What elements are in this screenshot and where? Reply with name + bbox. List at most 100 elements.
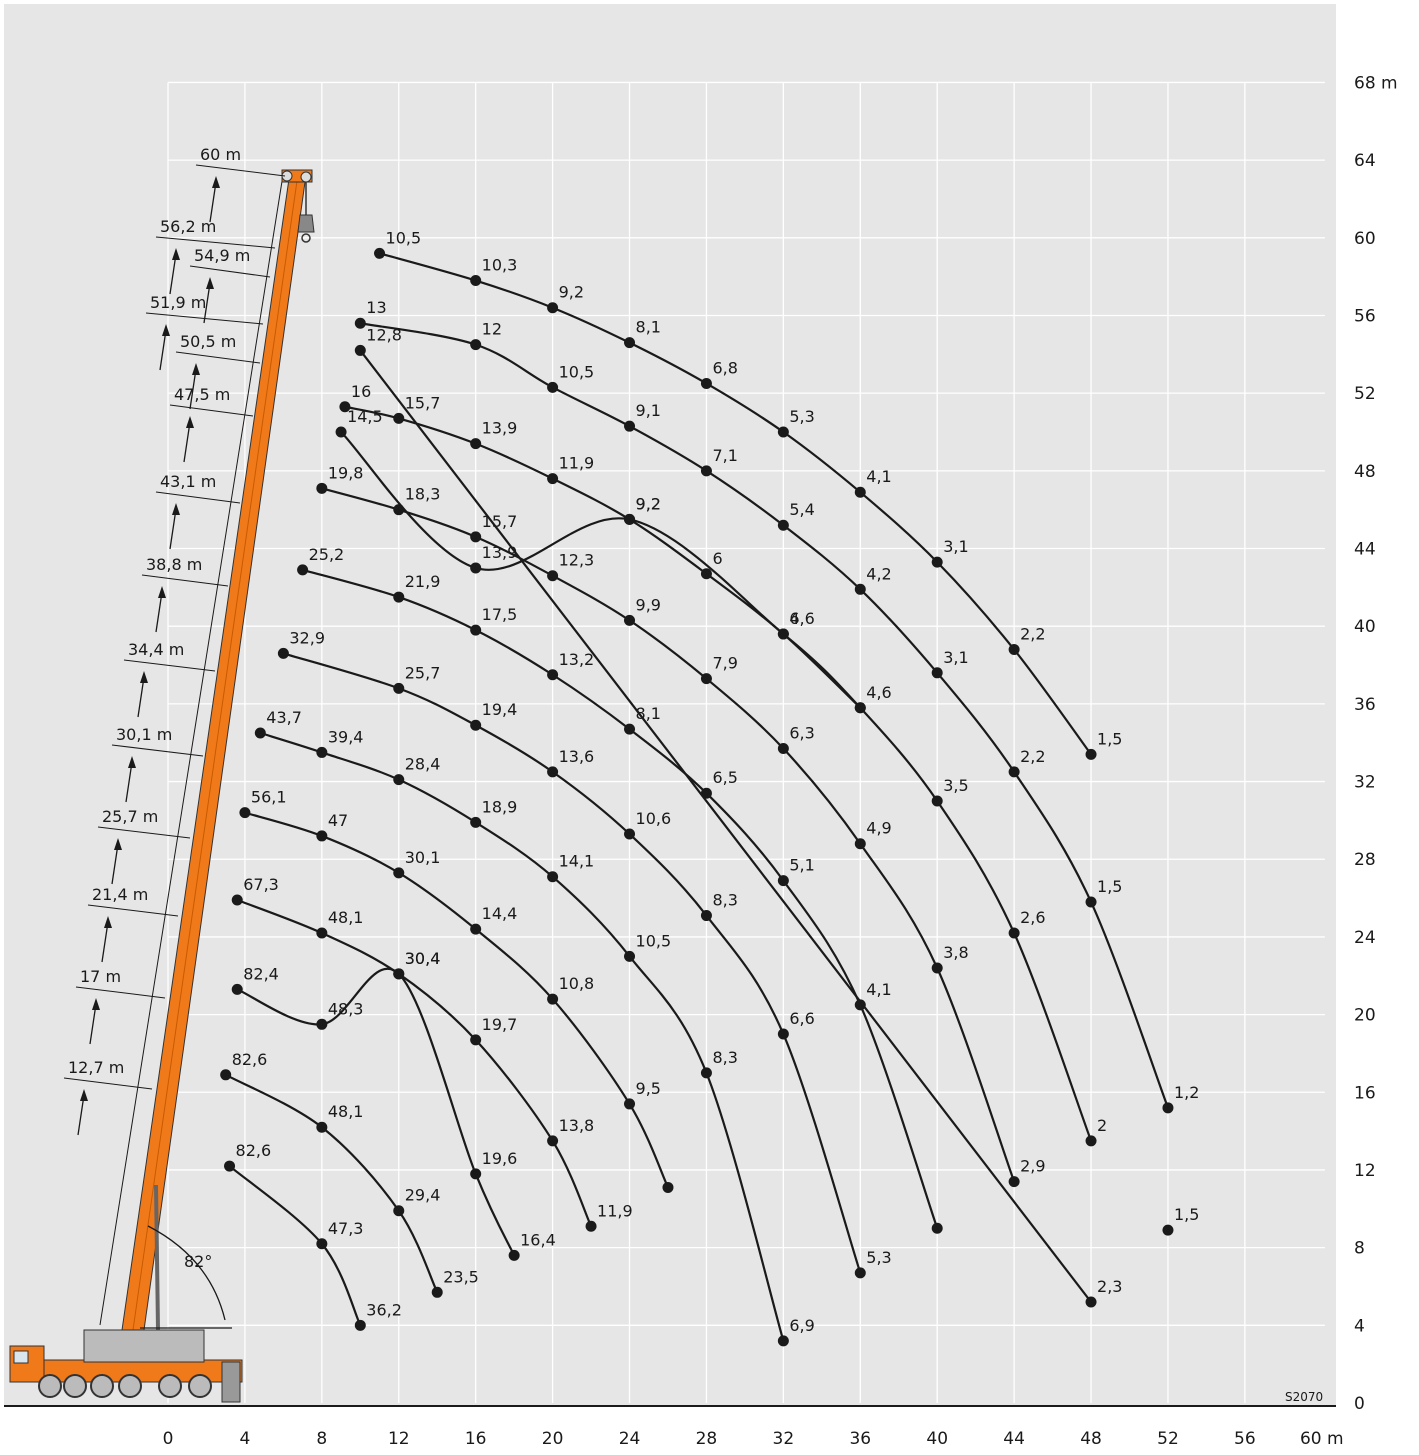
load-point	[854, 1267, 866, 1279]
load-value-label: 2,2	[1020, 747, 1045, 766]
load-value-label: 15,7	[482, 512, 518, 531]
load-value-label: 6,9	[789, 1316, 814, 1335]
load-value-label: 82,6	[232, 1050, 268, 1069]
y-tick-label: 8	[1354, 1239, 1365, 1259]
x-tick-label: 48	[1080, 1429, 1102, 1449]
boom-leader-line	[111, 744, 204, 757]
boom-leader-line	[155, 236, 276, 249]
arrow-head-icon	[80, 1089, 88, 1101]
load-point	[777, 875, 789, 887]
load-value-label: 11,9	[559, 454, 595, 473]
load-point	[1008, 927, 1020, 939]
load-point	[700, 568, 712, 580]
load-point	[470, 923, 482, 935]
boom-arrow-icon	[169, 253, 177, 295]
x-tick-label: 24	[619, 1429, 641, 1449]
load-point	[1162, 1102, 1174, 1114]
boom-length-label: 50,5 m	[180, 332, 236, 351]
boom-length-label: 17 m	[80, 967, 121, 986]
load-value-label: 13	[366, 298, 386, 317]
load-value-label: 9,2	[636, 494, 661, 513]
y-tick-label: 24	[1354, 928, 1376, 948]
load-value-label: 67,3	[243, 875, 279, 894]
load-point	[854, 702, 866, 714]
load-value-label: 12,8	[366, 325, 402, 344]
boom-leader-line	[97, 826, 191, 839]
load-point	[224, 1160, 236, 1172]
load-value-label: 10,5	[636, 931, 672, 950]
load-value-label: 14,4	[482, 904, 518, 923]
load-value-label: 3,1	[943, 648, 968, 667]
load-point	[231, 983, 243, 995]
boom-length-label: 56,2 m	[160, 217, 216, 236]
boom-length-label: 30,1 m	[116, 725, 172, 744]
load-point	[393, 968, 405, 980]
boom-arrow-icon	[155, 591, 163, 633]
load-value-label: 19,6	[482, 1149, 518, 1168]
load-point	[1162, 1224, 1174, 1236]
boom-leader-line	[175, 351, 261, 364]
x-tick-label: 16	[465, 1429, 487, 1449]
load-value-label: 82,4	[243, 964, 279, 983]
load-point	[662, 1181, 674, 1193]
load-value-label: 6	[712, 549, 722, 568]
y-tick-label: 16	[1354, 1083, 1376, 1103]
load-value-label: 10,5	[386, 228, 422, 247]
load-point	[470, 275, 482, 287]
load-value-label: 3,8	[943, 943, 968, 962]
boom-length-label: 43,1 m	[160, 472, 216, 491]
load-point	[547, 871, 559, 883]
boom-arrow-icon	[189, 368, 197, 410]
load-value-label: 3,1	[943, 537, 968, 556]
load-value-label: 11,9	[597, 1201, 633, 1220]
load-point	[854, 838, 866, 850]
boom-leader-line	[155, 491, 241, 504]
x-tick-label: 56	[1234, 1429, 1256, 1449]
crane-illustration	[9, 169, 315, 1403]
load-point	[931, 962, 943, 974]
load-point	[547, 381, 559, 393]
load-point	[931, 556, 943, 568]
load-point	[1008, 644, 1020, 656]
boom-arrow-icon	[89, 1003, 97, 1045]
load-point	[854, 583, 866, 595]
load-value-label: 17,5	[482, 605, 518, 624]
load-value-label: 1,2	[1174, 1083, 1199, 1102]
load-value-label: 47,3	[328, 1219, 364, 1238]
boom-arrow-icon	[125, 761, 133, 803]
load-value-label: 4,6	[866, 683, 891, 702]
load-point	[470, 719, 482, 731]
load-point	[339, 401, 351, 413]
load-point	[470, 531, 482, 543]
boom-arrow-icon	[169, 508, 177, 550]
load-point	[239, 807, 251, 819]
load-value-label: 48,1	[328, 908, 364, 927]
load-value-label: 12	[482, 320, 502, 339]
load-value-label: 82,6	[236, 1141, 272, 1160]
boom-arrow-icon	[137, 676, 145, 718]
load-point	[354, 1319, 366, 1331]
load-point	[547, 473, 559, 485]
load-point	[777, 1028, 789, 1040]
load-point	[624, 513, 636, 525]
load-value-label: 1,5	[1097, 729, 1122, 748]
x-tick-label: 60 m	[1300, 1429, 1344, 1449]
boom-length-label: 12,7 m	[68, 1058, 124, 1077]
load-value-label: 9,5	[636, 1079, 661, 1098]
boom-leader-line	[87, 904, 179, 917]
load-point	[931, 1222, 943, 1234]
load-curve-line	[283, 652, 862, 1274]
load-value-label: 6,5	[712, 768, 737, 787]
load-point	[316, 1238, 328, 1250]
load-point	[700, 1067, 712, 1079]
x-tick-label: 4	[240, 1429, 251, 1449]
x-tick-label: 40	[926, 1429, 948, 1449]
load-value-label: 9,2	[559, 283, 584, 302]
boom-length-label: 54,9 m	[194, 246, 250, 265]
load-value-label: 4,1	[866, 980, 891, 999]
boom-length-label: 60 m	[200, 145, 241, 164]
load-value-label: 19,4	[482, 700, 518, 719]
boom-arrow-icon	[183, 421, 191, 463]
load-point	[470, 624, 482, 636]
